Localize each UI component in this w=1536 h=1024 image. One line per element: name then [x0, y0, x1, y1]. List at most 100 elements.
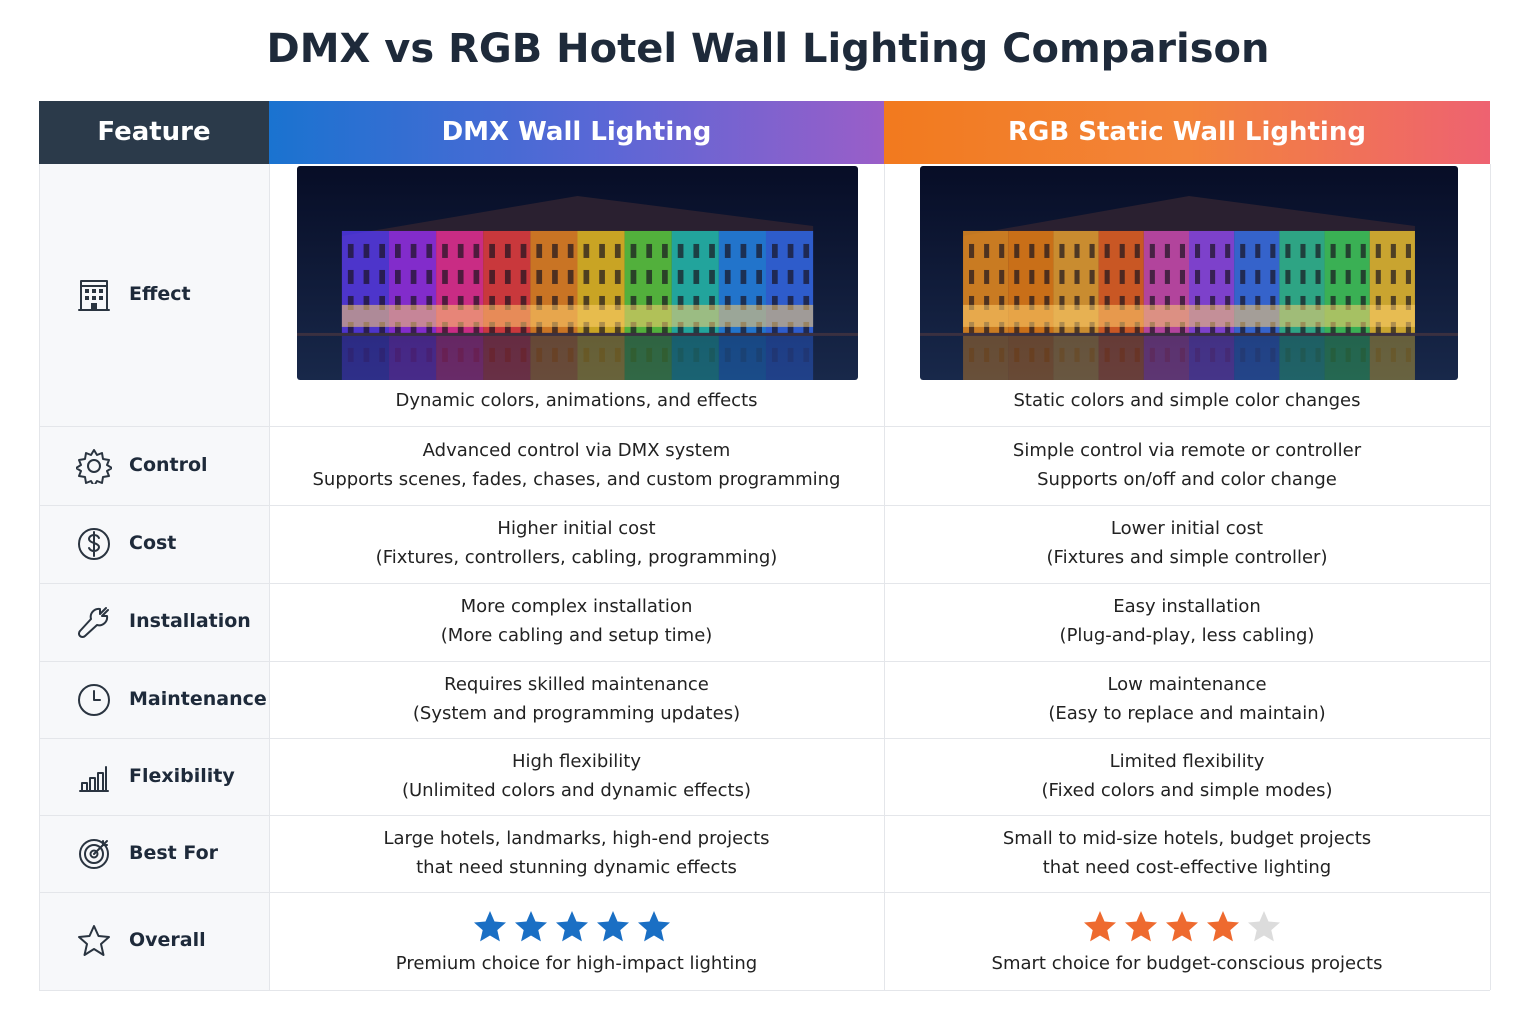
decor-rect [1300, 321, 1306, 336]
decor-rect [1134, 243, 1140, 258]
rating-star [1248, 911, 1280, 942]
decor-rect [1089, 269, 1095, 284]
decor-rect [410, 295, 417, 310]
decor-rect [999, 321, 1005, 336]
decor-rect [457, 321, 464, 336]
decor-rect [969, 269, 975, 284]
decor-rect [1270, 347, 1276, 362]
decor-rect [662, 269, 668, 284]
decor-rect [1053, 332, 1099, 380]
decor-path [1207, 911, 1239, 942]
decor-rect [92, 289, 96, 293]
decor-rect [473, 347, 480, 362]
decor-rect [1195, 295, 1201, 310]
decor-rect [787, 347, 794, 362]
decor-rect [363, 243, 370, 258]
cell-text: (Fixed colors and simple modes) [1041, 779, 1333, 801]
decor-rect [1255, 295, 1261, 310]
decor-rect [489, 269, 495, 284]
decor-rect [536, 321, 543, 336]
decor-rect [1143, 332, 1189, 380]
decor-rect [920, 332, 1458, 336]
decor-rect [504, 321, 511, 336]
decor-rect [1098, 332, 1144, 380]
decor-rect [1369, 332, 1415, 380]
decor-rect [99, 296, 103, 300]
cell-text: Higher initial cost [497, 518, 656, 539]
decor-rect [646, 295, 653, 310]
decor-rect [1240, 295, 1246, 310]
decor-path [514, 911, 547, 942]
decor-rect [395, 243, 401, 258]
decor-rect [1225, 269, 1231, 284]
decor-rect [583, 347, 590, 362]
decor-rect [756, 347, 762, 362]
row-divider [39, 892, 1490, 893]
decor-rect [536, 243, 543, 258]
cell-text: Limited flexibility [1109, 750, 1265, 772]
decor-rect [1390, 269, 1396, 284]
decor-rect [599, 269, 605, 284]
decor-rect [1089, 347, 1095, 362]
decor-rect [614, 243, 621, 258]
decor-rect [787, 269, 794, 284]
decor-rect [756, 269, 762, 284]
decor-rect [662, 321, 668, 336]
decor-rect [1300, 269, 1306, 284]
decor-rect [1345, 295, 1351, 310]
decor-rect [724, 269, 731, 284]
header-cell: RGB Static Wall Lighting [884, 101, 1490, 164]
decor-rect [552, 295, 558, 310]
feature-icon [78, 528, 110, 560]
decor-rect [410, 269, 417, 284]
decor-rect [504, 347, 511, 362]
decor-rect [740, 243, 747, 258]
decor-rect [442, 347, 448, 362]
decor-rect [630, 295, 637, 310]
cell-text: Supports scenes, fades, chases, and cust… [312, 468, 841, 490]
decor-rect [85, 296, 89, 300]
feature-label: Flexibility [129, 764, 235, 787]
decor-rect [395, 295, 401, 310]
rating-star [1166, 911, 1198, 942]
decor-rect [1104, 295, 1110, 310]
decor-rect [1134, 321, 1140, 336]
cell-text: Easy installation [1113, 596, 1261, 617]
feature-label: Maintenance [129, 687, 267, 710]
decor-rect [1059, 321, 1065, 336]
decor-rect [724, 295, 731, 310]
decor-rect [1330, 243, 1336, 258]
decor-rect [1029, 321, 1035, 336]
decor-rect [740, 347, 747, 362]
decor-rect [1300, 243, 1306, 258]
decor-rect [771, 321, 778, 336]
decor-rect [787, 243, 794, 258]
decor-rect [347, 295, 354, 310]
cell-text: (Unlimited colors and dynamic effects) [401, 779, 751, 801]
decor-rect [1104, 321, 1110, 336]
decor-rect [969, 347, 975, 362]
decor-rect [1285, 243, 1291, 258]
decor-rect [504, 269, 511, 284]
decor-rect [1405, 347, 1411, 362]
decor-path [1125, 911, 1157, 942]
cell-text: Lower initial cost [1110, 518, 1264, 539]
decor-rect [583, 321, 590, 336]
decor-rect [709, 243, 715, 258]
decor-rect [1285, 347, 1291, 362]
decor-rect [1330, 347, 1336, 362]
cell-text: (Fixtures, controllers, cabling, program… [375, 547, 778, 568]
decor-rect [771, 269, 778, 284]
decor-rect [504, 243, 511, 258]
decor-rect [1014, 243, 1020, 258]
decor-rect [599, 243, 605, 258]
decor-rect [1164, 295, 1170, 310]
decor-rect [520, 269, 527, 284]
decor-rect [363, 347, 370, 362]
decor-rect [1059, 295, 1065, 310]
decor-rect [1405, 295, 1411, 310]
decor-rect [1210, 269, 1216, 284]
decor-rect [771, 347, 778, 362]
rating-star [473, 911, 506, 942]
